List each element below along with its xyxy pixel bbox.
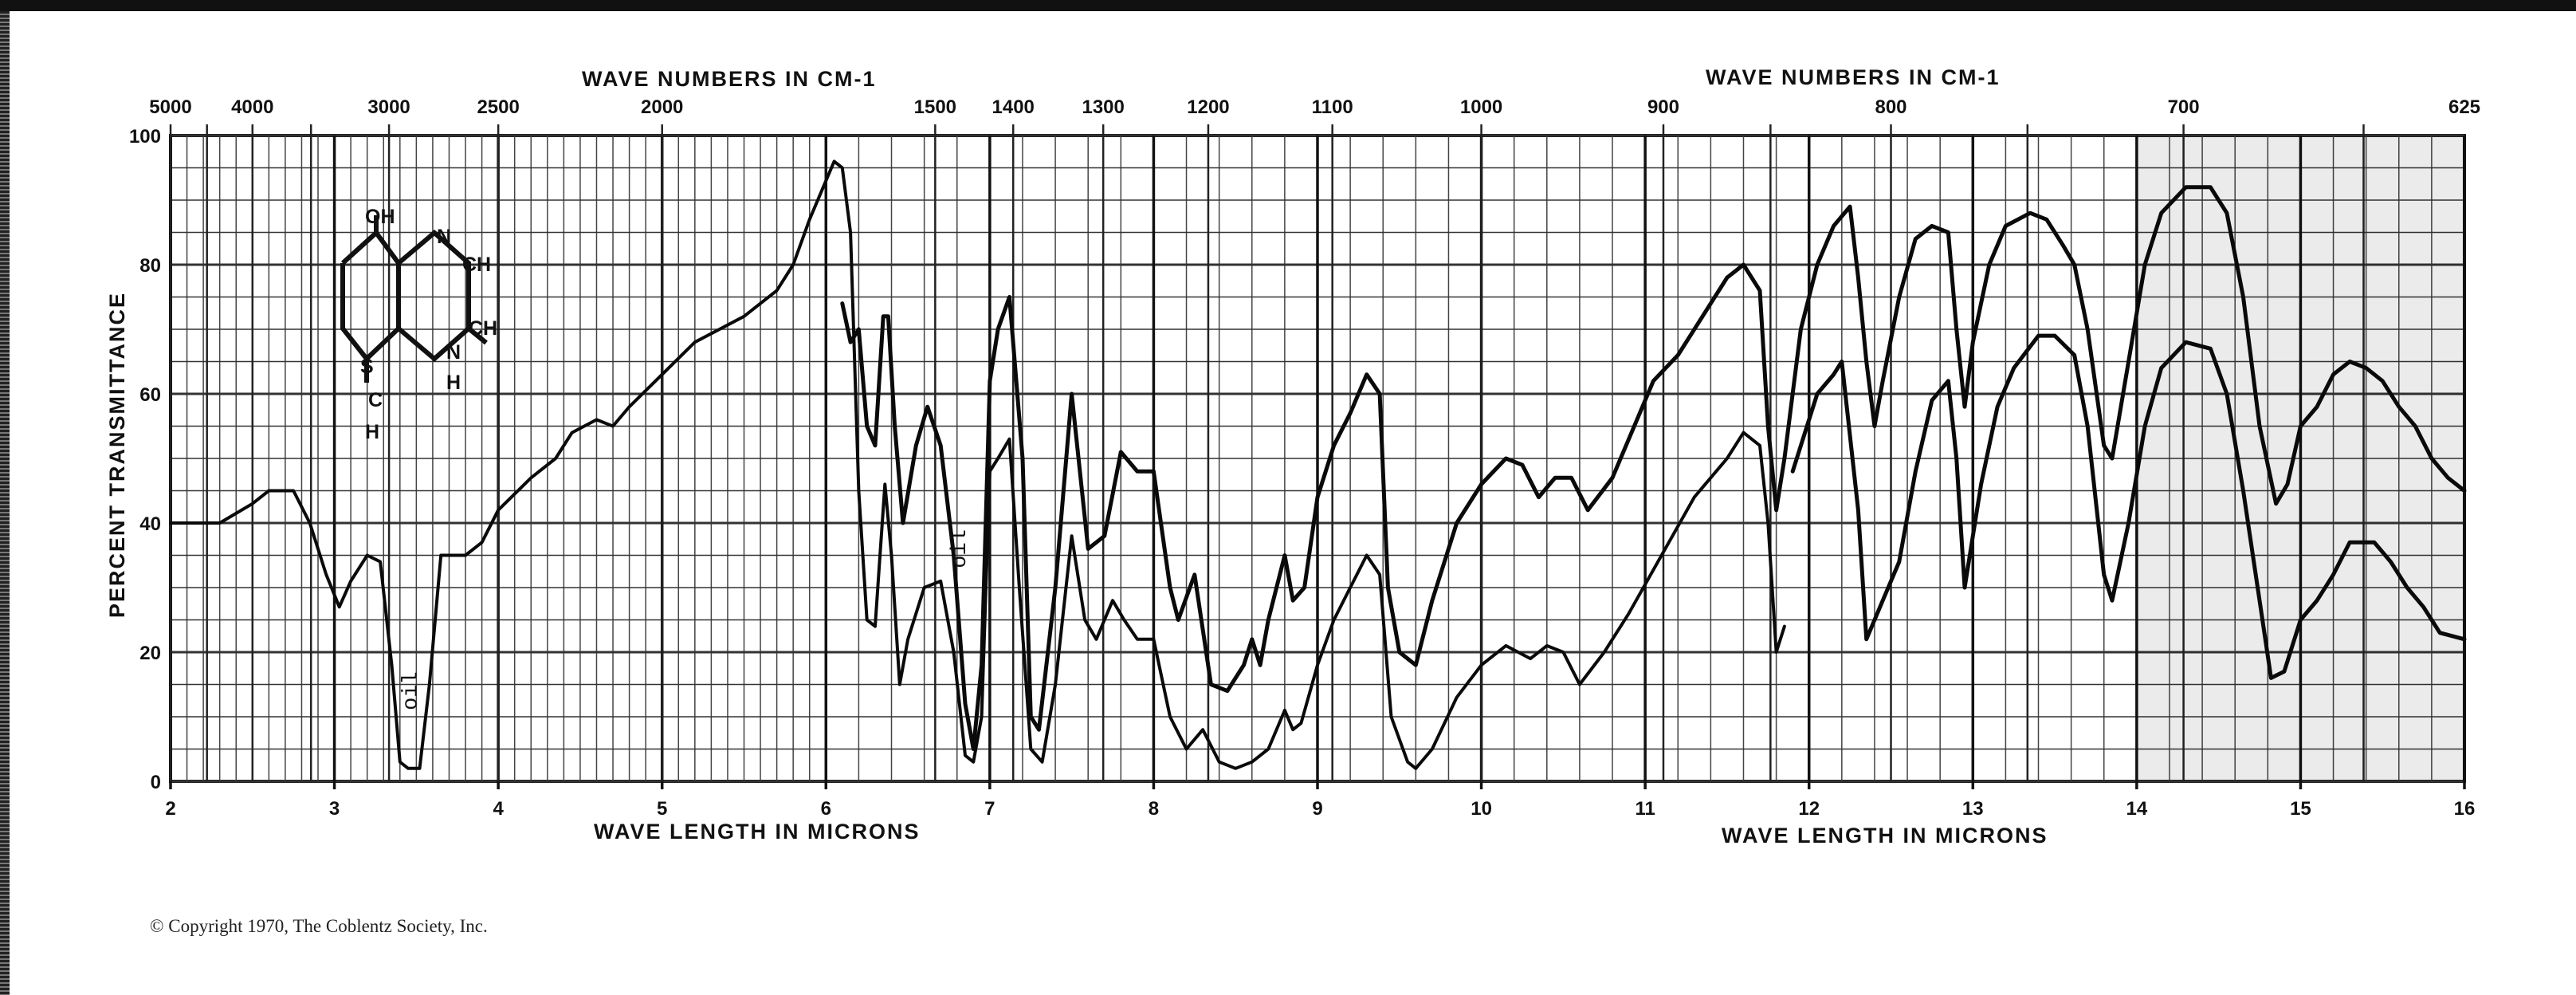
scan-left-edge — [0, 11, 10, 995]
chart-grid — [169, 124, 2466, 789]
wavenumber-tick-label: 3000 — [367, 96, 410, 118]
top-axis-title-right: WAVE NUMBERS IN CM-1 — [1706, 65, 2001, 89]
x-tick-label: 16 — [2454, 798, 2476, 820]
y-axis-ticks: 0 20 40 60 80 100 — [129, 126, 161, 793]
scan-top-border — [0, 0, 2576, 11]
wavenumber-tick-label: 4000 — [231, 96, 273, 118]
bottom-axis-title-right: WAVE LENGTH IN MICRONS — [1722, 824, 2048, 848]
structure-label: CH — [462, 254, 491, 276]
wavenumber-tick-label: 5000 — [149, 96, 191, 118]
wavenumber-tick-label: 700 — [2168, 96, 2200, 118]
y-tick-label: 80 — [139, 255, 161, 277]
structure-label: N — [437, 226, 451, 248]
bottom-axis-ticks: 2 3 4 5 6 7 8 9 10 11 12 13 14 15 16 — [165, 798, 2475, 820]
structure-label: H — [446, 372, 461, 394]
structure-label: S — [360, 356, 374, 378]
x-tick-label: 15 — [2290, 798, 2311, 820]
x-tick-label: 4 — [493, 798, 504, 820]
wavenumber-tick-label: 1100 — [1312, 96, 1353, 118]
wavenumber-tick-label: 2500 — [477, 96, 519, 118]
wavenumber-tick-label: 1300 — [1082, 96, 1124, 118]
x-tick-label: 11 — [1635, 798, 1655, 820]
annotation-label: oil — [948, 529, 972, 568]
structure-label: H — [365, 421, 379, 443]
y-tick-label: 20 — [139, 643, 161, 664]
structure-ring-right — [397, 230, 471, 362]
chart-shaded-region — [2136, 136, 2464, 781]
wavenumber-tick-label: 900 — [1647, 96, 1679, 118]
y-tick-label: 0 — [151, 772, 161, 793]
spectrum-line — [169, 159, 1786, 770]
annotation-label: oil — [399, 671, 423, 710]
x-tick-label: 13 — [1962, 798, 1984, 820]
wavenumber-tick-label: 625 — [2448, 96, 2480, 118]
wavenumber-tick-label: 1500 — [914, 96, 956, 118]
top-axis-ticks: 5000 4000 3000 2500 2000 1500 1400 1300 1200 1100… — [149, 96, 2480, 118]
y-tick-label: 100 — [129, 126, 161, 147]
structure-bond — [467, 326, 488, 345]
structure-label: CH — [469, 317, 497, 340]
top-axis-title: WAVE NUMBERS IN CM-1 — [582, 67, 877, 91]
wavenumber-tick-label: 800 — [1875, 96, 1906, 118]
wavenumber-tick-label: 2000 — [641, 96, 683, 118]
x-tick-label: 8 — [1149, 798, 1159, 820]
wavenumber-tick-label: 1000 — [1460, 96, 1502, 118]
y-axis-title: PERCENT TRANSMITTANCE — [105, 292, 129, 618]
x-tick-label: 7 — [984, 798, 995, 820]
structure-label: OH — [365, 206, 395, 228]
structure-label: C — [368, 389, 383, 411]
spectrum-line — [1790, 333, 2467, 680]
x-tick-label: 2 — [165, 798, 175, 820]
bottom-axis-title: WAVE LENGTH IN MICRONS — [594, 820, 921, 844]
y-tick-label: 40 — [139, 513, 161, 535]
x-tick-label: 3 — [329, 798, 340, 820]
copyright-notice: © Copyright 1970, The Coblentz Society, … — [150, 916, 488, 936]
molecular-structure — [340, 215, 488, 383]
x-tick-label: 6 — [821, 798, 831, 820]
wavenumber-tick-label: 1400 — [992, 96, 1035, 118]
x-tick-label: 14 — [2126, 798, 2148, 820]
spectrum-series — [169, 159, 2467, 770]
x-tick-label: 5 — [657, 798, 667, 820]
y-tick-label: 60 — [139, 384, 161, 406]
chart-annotations: oil oil — [399, 529, 972, 710]
wavenumber-tick-label: 1200 — [1187, 96, 1229, 118]
x-tick-label: 12 — [1798, 798, 1820, 820]
x-tick-label: 9 — [1312, 798, 1322, 820]
spectrum-line — [840, 185, 2467, 751]
structure-label: N — [446, 341, 461, 364]
x-tick-label: 10 — [1471, 798, 1492, 820]
